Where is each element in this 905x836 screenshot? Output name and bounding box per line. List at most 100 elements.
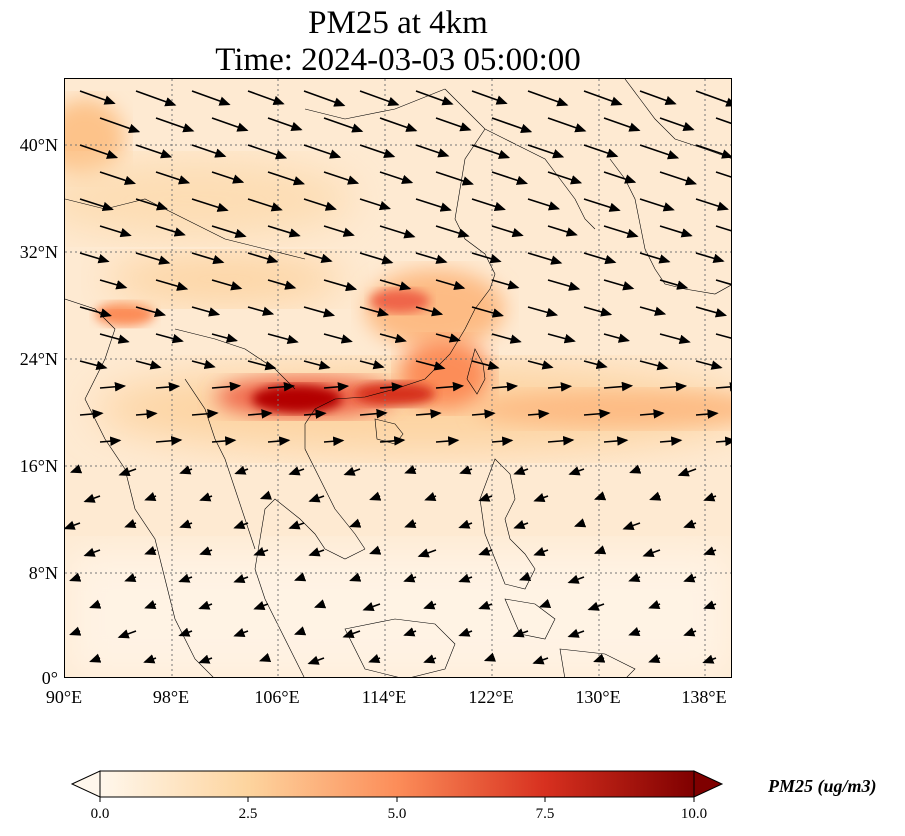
wind-arrow <box>583 306 613 317</box>
wind-arrow <box>323 117 364 133</box>
wind-arrow <box>308 493 325 503</box>
wind-arrow <box>603 279 635 291</box>
wind-arrow <box>471 360 500 371</box>
wind-arrow <box>458 519 473 529</box>
wind-arrow <box>308 547 325 557</box>
wind-arrow <box>491 171 529 185</box>
wind-arrow <box>659 225 693 238</box>
wind-arrow <box>648 653 661 663</box>
lon-label-122e: 122°E <box>468 687 514 707</box>
wind-arrow <box>583 198 621 212</box>
wind-arrow <box>567 574 585 584</box>
wind-arrow <box>293 626 307 636</box>
wind-arrow <box>527 409 550 419</box>
wind-arrow <box>547 279 581 291</box>
wind-arrow <box>99 279 128 290</box>
wind-arrow <box>233 628 249 638</box>
lat-label-32n: 32°N <box>19 242 58 262</box>
wind-arrow <box>583 359 608 370</box>
wind-arrow <box>715 171 731 178</box>
wind-arrow <box>155 171 191 185</box>
wind-arrow <box>323 333 353 344</box>
wind-arrow <box>233 574 249 584</box>
wind-arrow <box>323 382 350 392</box>
wind-arrow <box>527 252 563 265</box>
wind-arrow <box>527 306 559 318</box>
wind-arrow <box>191 198 229 212</box>
colorbar <box>70 770 724 802</box>
wind-arrow <box>435 171 474 186</box>
wind-arrow <box>135 198 169 211</box>
wind-arrow <box>99 436 122 446</box>
pm25-field <box>65 79 731 677</box>
wind-arrow <box>247 306 275 316</box>
wind-arrow <box>359 252 394 265</box>
wind-arrow <box>135 144 173 159</box>
wind-arrow <box>583 408 611 419</box>
wind-arrow <box>178 573 193 583</box>
wind-arrow <box>79 252 110 264</box>
wind-arrow <box>424 491 437 501</box>
wind-arrow <box>343 466 361 476</box>
wind-arrow <box>491 279 520 290</box>
map-subtitle-time: Time: 2024-03-03 05:00:00 <box>215 42 581 78</box>
wind-arrow <box>527 360 554 370</box>
wind-arrow <box>234 465 249 475</box>
wind-arrow <box>178 627 193 637</box>
wind-arrow <box>639 198 675 212</box>
wind-arrow <box>677 467 697 477</box>
wind-arrow <box>155 117 195 133</box>
wind-arrow <box>471 90 508 105</box>
wind-arrow <box>369 491 382 501</box>
wind-arrow <box>695 360 723 370</box>
wind-arrow <box>144 491 157 501</box>
wind-arrow <box>458 627 473 637</box>
wind-arrow <box>211 381 242 392</box>
wind-arrow <box>135 90 177 107</box>
wind-arrow <box>547 382 573 392</box>
wind-arrow <box>478 546 493 556</box>
wind-arrow <box>83 493 101 503</box>
wind-arrow <box>349 518 362 528</box>
wind-arrow <box>547 435 575 446</box>
wind-arrow <box>491 333 522 344</box>
wind-arrow <box>639 252 671 264</box>
wind-arrow <box>459 465 473 475</box>
colorbar-tick-5: 5.0 <box>387 806 407 822</box>
wind-arrow <box>532 655 549 665</box>
wind-arrow <box>69 572 82 582</box>
wind-arrow <box>415 90 454 106</box>
lat-label-0: 0° <box>41 668 58 688</box>
lon-label-114e: 114°E <box>361 687 407 707</box>
wind-arrow <box>349 572 362 582</box>
wind-arrow <box>642 548 661 558</box>
lat-label-8n: 8°N <box>28 563 58 583</box>
map-title: PM25 at 4km <box>308 5 488 41</box>
wind-arrow <box>359 144 396 158</box>
wind-arrow <box>379 171 414 185</box>
wind-arrow <box>603 225 639 239</box>
wind-arrow <box>435 117 472 132</box>
wind-arrow <box>683 519 697 529</box>
lon-label-90e: 90°E <box>45 687 83 707</box>
colorbar-tick-10: 10.0 <box>680 806 708 822</box>
wind-arrow <box>415 360 446 371</box>
lat-label-40n: 40°N <box>19 135 58 155</box>
wind-arrow <box>247 252 279 264</box>
wind-arrow <box>404 518 417 528</box>
wind-arrow <box>69 626 82 636</box>
wind-arrow <box>211 333 238 343</box>
wind-arrow <box>659 279 689 290</box>
wind-arrow <box>288 466 305 476</box>
wind-arrow <box>659 333 691 345</box>
wind-arrow <box>89 599 102 609</box>
wind-arrow <box>403 573 417 583</box>
wind-arrow <box>417 548 437 558</box>
wind-arrow <box>117 629 137 639</box>
wind-arrow <box>307 655 325 665</box>
wind-arrow <box>471 144 511 159</box>
wind-arrow <box>362 602 381 612</box>
wind-arrow <box>79 409 104 419</box>
wind-arrow <box>124 572 137 582</box>
wind-arrow <box>199 546 213 556</box>
